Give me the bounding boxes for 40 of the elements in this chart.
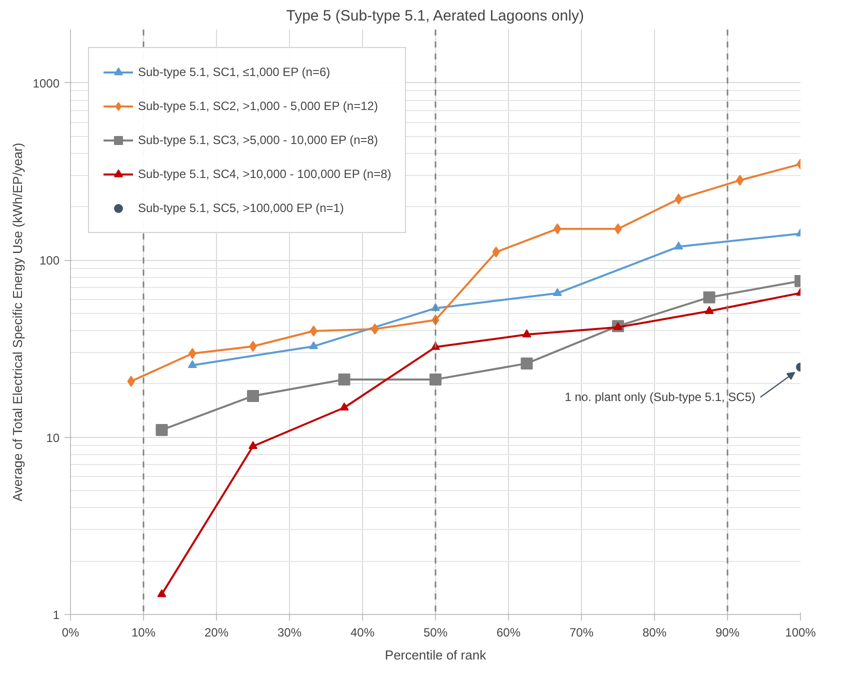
x-tick-label: 70%	[569, 626, 594, 640]
legend-label: Sub-type 5.1, SC3, >5,000 - 10,000 EP (n=8)	[138, 133, 378, 147]
point	[552, 288, 562, 296]
x-tick-label: 40%	[350, 626, 375, 640]
y-tick-label: 100	[39, 254, 60, 268]
x-tick-label: 20%	[204, 626, 229, 640]
x-tick-label: 50%	[423, 626, 448, 640]
x-tick-label: 90%	[715, 626, 740, 640]
x-tick-label: 0%	[62, 626, 80, 640]
legend-label: Sub-type 5.1, SC5, >100,000 EP (n=1)	[138, 201, 344, 215]
x-tick-label: 100%	[785, 626, 816, 640]
legend-label: Sub-type 5.1, SC4, >10,000 - 100,000 EP (n=8)	[138, 167, 392, 181]
point	[156, 424, 168, 436]
point	[188, 360, 197, 368]
point	[520, 357, 533, 370]
x-tick-label: 80%	[642, 626, 667, 640]
x-tick-label: 30%	[277, 626, 302, 640]
point	[430, 373, 442, 386]
chart-title: Type 5 (Sub-type 5.1, Aerated Lagoons only)	[286, 8, 584, 24]
x-tick-label: 10%	[131, 626, 156, 640]
y-tick-label: 1000	[32, 76, 60, 90]
annotation: 1 no. plant only (Sub-type 5.1, SC5)	[564, 390, 756, 404]
y-axis-title: Average of Total Electrical Specific Energy Use (kWh/EP/year)	[10, 142, 25, 502]
x-tick-label: 60%	[496, 626, 521, 640]
point	[248, 441, 258, 450]
y-tick-label: 10	[46, 430, 60, 445]
y-tick-label: 1	[52, 608, 60, 622]
point	[338, 373, 350, 386]
legend-label: Sub-type 5.1, SC2, >1,000 - 5,000 EP (n=12)	[138, 99, 378, 113]
point	[704, 306, 714, 314]
legend-label: Sub-type 5.1, SC1, ≤1,000 EP (n=6)	[138, 65, 330, 79]
point	[703, 291, 716, 304]
point	[522, 329, 532, 338]
point	[157, 589, 166, 598]
point	[674, 242, 684, 250]
point	[247, 390, 259, 402]
point	[340, 402, 349, 410]
point	[309, 341, 318, 350]
point	[188, 348, 196, 359]
x-axis-title: Percentile of rank	[384, 648, 487, 662]
